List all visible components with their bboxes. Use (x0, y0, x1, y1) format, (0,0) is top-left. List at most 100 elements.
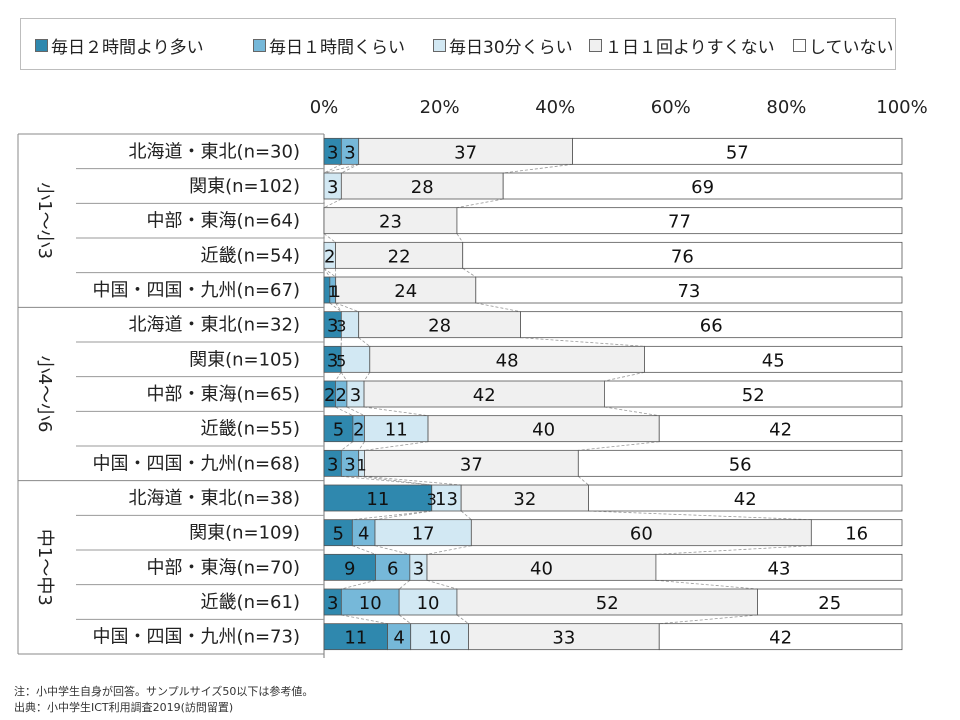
bar-segment (369, 345, 645, 373)
bar-segment (364, 415, 429, 443)
data-label: 32 (513, 489, 536, 510)
category-label: 近畿(n=54) (201, 245, 300, 266)
bar-segment (398, 588, 458, 616)
legend-label: １日１回よりすくない (605, 37, 775, 58)
data-label: 66 (700, 316, 723, 337)
connector-line (341, 163, 359, 174)
category-label: 北海道・東北(n=32) (129, 315, 300, 336)
legend-swatch (253, 38, 266, 52)
connector-line (323, 233, 336, 243)
bar-segment (468, 623, 660, 651)
connector-line (460, 510, 472, 520)
data-label: 17 (412, 524, 435, 545)
bar-segment (323, 553, 376, 581)
bar-segment (456, 588, 758, 616)
connector-line (604, 371, 645, 382)
data-label: 10 (359, 593, 382, 614)
bar-segment (470, 519, 812, 547)
connector-line (323, 268, 336, 278)
bar-segment (658, 623, 903, 651)
connector-line (346, 406, 365, 417)
legend-swatch (793, 38, 806, 52)
bar-segment (323, 207, 458, 235)
data-label: 6 (387, 558, 398, 579)
connector-line (655, 579, 758, 590)
data-label: 3 (327, 454, 338, 475)
group-label: 小1〜小3 (34, 182, 55, 259)
connector-line (364, 441, 429, 451)
connector-line (374, 510, 432, 521)
data-label: 42 (769, 420, 792, 441)
data-label: 28 (411, 177, 434, 198)
legend-label: 毎日１時間くらい (269, 37, 405, 58)
connector-line (323, 163, 342, 174)
connector-line (578, 476, 589, 486)
connector-line (588, 510, 812, 521)
data-label: 37 (460, 454, 483, 475)
bar-segment (340, 172, 504, 200)
data-label: 3 (327, 177, 338, 198)
data-label: 76 (671, 246, 694, 267)
legend-item: 毎日２時間より多い (35, 35, 204, 58)
data-label: 2 (324, 246, 335, 267)
connector-line (456, 233, 464, 243)
data-label: 16 (845, 524, 868, 545)
data-label: 10 (417, 593, 440, 614)
connector-line (358, 441, 365, 451)
data-label: 5 (332, 524, 343, 545)
x-tick-label: 80% (766, 97, 806, 118)
legend-label: 毎日２時間より多い (51, 37, 204, 58)
bar-segment (323, 623, 388, 651)
legend-label: 毎日30分くらい (449, 37, 573, 58)
data-label: 9 (344, 558, 355, 579)
data-label: 40 (530, 558, 553, 579)
connector-line (341, 475, 432, 486)
connector-line (323, 268, 331, 278)
data-label: 22 (388, 246, 411, 267)
connector-line (503, 163, 573, 174)
x-tick-label: 100% (876, 97, 927, 118)
chart-source: 出典：小中学生ICT利用調査2019(訪問留置) (14, 701, 234, 714)
data-label: 28 (428, 316, 451, 337)
data-label: 2 (353, 420, 364, 441)
bar-segment (363, 380, 605, 408)
bar-segment (810, 519, 903, 547)
connector-line (364, 475, 462, 486)
connector-line (341, 614, 388, 625)
bar-segment (604, 380, 903, 408)
data-label: 5 (333, 420, 344, 441)
data-label: 3 (327, 593, 338, 614)
bar-segment (462, 241, 903, 269)
bar-segment (431, 484, 462, 512)
legend-swatch (589, 38, 602, 52)
bar-segment (577, 449, 903, 477)
group-label: 中1〜中3 (34, 529, 55, 606)
data-label: 1 (356, 455, 366, 474)
data-label: 43 (768, 558, 791, 579)
legend-item: 毎日１時間くらい (253, 35, 405, 58)
bar-segment (410, 623, 469, 651)
connector-line (363, 372, 371, 382)
bar-segment (655, 553, 903, 581)
data-label: 60 (630, 524, 653, 545)
bar-segment (460, 484, 589, 512)
data-label: 77 (668, 212, 691, 233)
connector-line (335, 406, 354, 417)
data-label: 4 (358, 524, 369, 545)
legend-swatch (433, 38, 446, 52)
data-label: 5 (336, 351, 346, 370)
connector-line (398, 614, 411, 624)
connector-line (655, 545, 812, 555)
data-label: 40 (532, 420, 555, 441)
data-label: 3 (336, 317, 346, 336)
data-label: 33 (552, 628, 575, 649)
bar-segment (323, 484, 433, 512)
data-label: 69 (691, 177, 714, 198)
chart-note: 注：小中学生自身が回答。サンプルサイズ50以下は参考値。 (14, 685, 314, 698)
data-label: 3 (327, 350, 338, 371)
data-label: 1 (328, 282, 338, 301)
connector-line (364, 406, 429, 417)
connector-line (374, 545, 410, 555)
category-label: 中国・四国・九州(n=67) (93, 280, 300, 301)
